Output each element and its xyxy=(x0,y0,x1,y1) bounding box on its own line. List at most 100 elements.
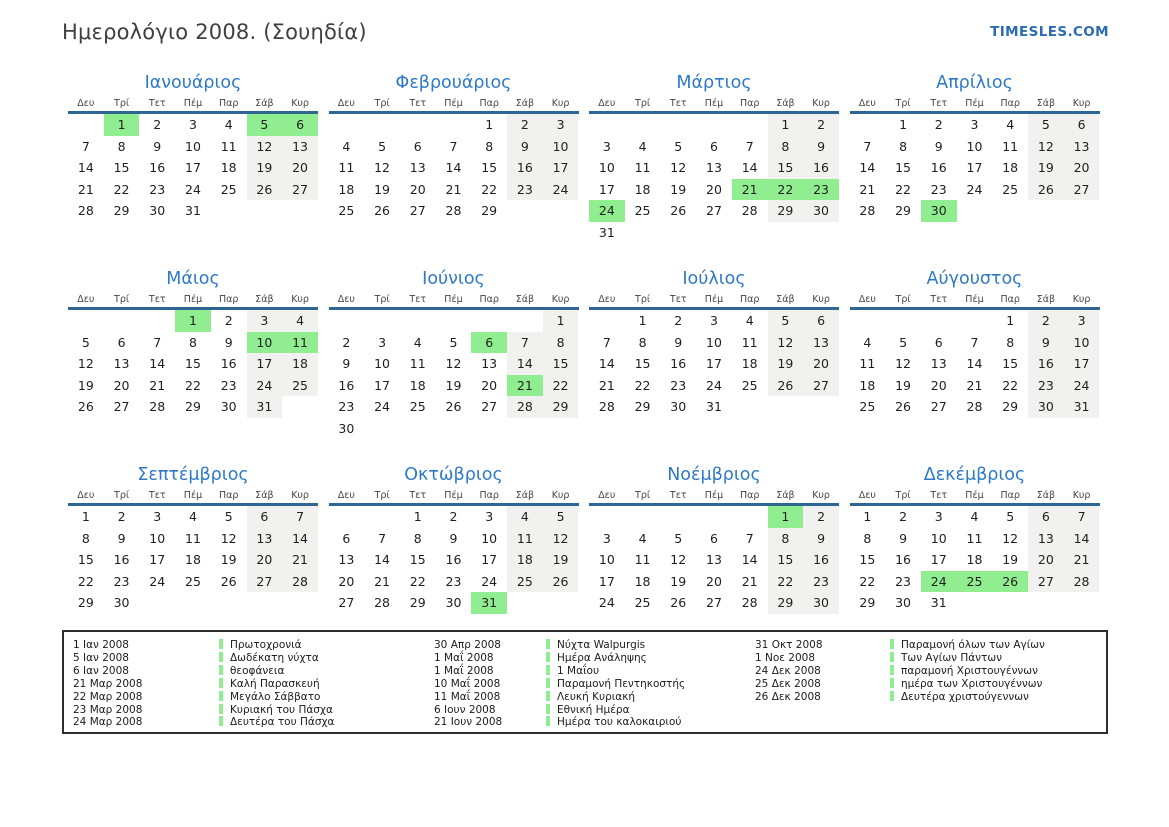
day-cell: 24 xyxy=(1063,374,1100,397)
holiday-day-cell: 26 xyxy=(992,570,1029,593)
legend-holiday-name: Δευτέρα του Πάσχα xyxy=(219,716,434,729)
weekday-label: Σάβ xyxy=(776,490,795,501)
day-cell: 20 xyxy=(409,181,426,197)
day-cell: 4 xyxy=(282,310,318,332)
day-cell: 10 xyxy=(706,334,722,350)
day-cell: 3 xyxy=(602,530,611,546)
weekday-label: Κυρ xyxy=(812,490,830,501)
week-row: 15 16 17 18 19 20 21 xyxy=(850,549,1100,571)
day-cell: 8 xyxy=(863,530,872,546)
day-cell: 15 xyxy=(767,549,804,571)
day-cell: 2 xyxy=(1028,310,1064,332)
day-cell: 13 xyxy=(282,135,318,158)
day-cell: 21 xyxy=(1063,549,1100,571)
month-grid: Δευ Τρί Τετ Πέμ Παρ Σάβ Κυρ 1 2 3 4 5 6 7 8 9 10 11 12 13 14… xyxy=(589,294,839,418)
holiday-day-cell: 6 xyxy=(471,331,508,354)
holiday-day-cell: 22 xyxy=(767,178,804,201)
weekday-label: Πέμ xyxy=(183,490,203,501)
month-title-february: Φεβρουάριος xyxy=(395,73,512,93)
month-title-may: Μάιος xyxy=(166,269,220,289)
holiday-marker-icon xyxy=(546,639,550,649)
day-cell: 5 xyxy=(1028,114,1064,136)
empty-day-cell xyxy=(247,200,283,222)
day-cell: 8 xyxy=(81,530,90,546)
day-cell: 14 xyxy=(445,160,462,176)
day-cell: 6 xyxy=(1028,506,1064,528)
legend-holiday-name: Παραμονή όλων των Αγίων xyxy=(890,639,1104,652)
empty-day-cell xyxy=(957,592,993,614)
weekday-label: Παρ xyxy=(1000,490,1020,501)
day-cell: 18 xyxy=(185,552,201,568)
week-row: 21 22 23 24 25 26 27 xyxy=(589,374,839,397)
weekday-header-row: Δευ Τρί Τετ Πέμ Παρ Σάβ Κυρ xyxy=(589,490,839,506)
day-cell: 28 xyxy=(859,203,876,219)
weekday-label: Τετ xyxy=(409,294,427,305)
legend-date: 1 Μαΐ 2008 xyxy=(434,651,494,664)
holiday-day-cell: 23 xyxy=(803,178,839,201)
day-cell: 5 xyxy=(542,506,579,528)
day-cell: 27 xyxy=(1028,570,1064,593)
legend-holiday-name: Παραμονή Πεντηκοστής xyxy=(546,677,755,691)
day-cell: 4 xyxy=(863,334,872,350)
empty-day-cell xyxy=(436,114,472,136)
day-cell: 8 xyxy=(188,334,197,350)
day-cell: 2 xyxy=(803,506,839,528)
legend-holiday-name: Νύχτα Walpurgis xyxy=(546,639,755,652)
day-cell: 16 xyxy=(149,160,166,176)
week-row: 28 29 30 31 xyxy=(68,200,318,222)
day-cell: 12 xyxy=(77,356,94,372)
week-row: 11 12 13 14 15 16 17 xyxy=(329,157,579,179)
holiday-marker-icon xyxy=(890,664,894,675)
weekday-label: Σάβ xyxy=(776,294,795,305)
empty-day-cell xyxy=(803,222,839,244)
brand-link[interactable]: TIMESLES.COM xyxy=(990,24,1109,40)
holiday-day-cell: 24 xyxy=(589,200,625,222)
day-cell: 16 xyxy=(930,160,947,176)
day-cell: 9 xyxy=(224,334,233,350)
day-cell: 14 xyxy=(966,356,983,372)
legend-date: 31 Οκτ 2008 xyxy=(755,639,823,651)
day-cell: 31 xyxy=(598,224,615,240)
legend-holiday-name: Των Αγίων Πάντων xyxy=(890,651,1104,665)
empty-day-cell xyxy=(660,506,696,528)
day-cell: 26 xyxy=(246,178,283,201)
day-cell: 11 xyxy=(741,334,758,350)
day-cell: 6 xyxy=(1063,114,1100,136)
weekday-label: Παρ xyxy=(218,490,239,501)
legend-date: 11 Μαΐ 2008 xyxy=(434,690,501,703)
weekday-label: Τετ xyxy=(148,490,166,501)
day-cell: 8 xyxy=(117,138,126,154)
week-row: 29 30 31 xyxy=(850,592,1100,614)
week-row: 12 13 14 15 16 17 18 xyxy=(68,353,318,375)
day-cell: 9 xyxy=(934,138,943,154)
day-cell: 9 xyxy=(674,334,683,350)
day-cell: 4 xyxy=(1006,117,1015,132)
holiday-marker-icon xyxy=(219,690,223,701)
day-cell: 30 xyxy=(803,592,839,614)
day-cell: 20 xyxy=(282,157,318,179)
day-cell: 5 xyxy=(674,530,683,546)
empty-day-cell xyxy=(850,310,886,332)
day-cell: 19 xyxy=(246,157,283,179)
empty-day-cell xyxy=(1028,592,1064,614)
weekday-label: Δευ xyxy=(77,294,95,305)
day-cell: 11 xyxy=(507,527,543,550)
week-row: 20 21 22 23 24 25 26 xyxy=(329,570,579,593)
day-cell: 4 xyxy=(638,138,647,154)
day-cell: 22 xyxy=(185,377,201,393)
day-cell: 13 xyxy=(481,356,498,372)
weekday-label: Πέμ xyxy=(183,294,203,305)
month-may: Μάιος Δευ Τρί Τετ Πέμ Παρ Σάβ Κυρ 1 2 3 4 5 6 7 8 9 10 11 1… xyxy=(63,266,323,462)
day-cell: 7 xyxy=(449,138,458,154)
legend-holiday-name: Εθνική Ημέρα xyxy=(546,703,755,717)
day-cell: 17 xyxy=(149,552,166,568)
day-cell: 13 xyxy=(706,160,722,176)
day-cell: 17 xyxy=(374,377,390,393)
empty-day-cell xyxy=(471,310,507,332)
weekday-label: Δευ xyxy=(858,490,876,501)
day-cell: 29 xyxy=(113,203,130,219)
day-cell: 19 xyxy=(1028,157,1064,179)
empty-day-cell xyxy=(803,396,839,418)
